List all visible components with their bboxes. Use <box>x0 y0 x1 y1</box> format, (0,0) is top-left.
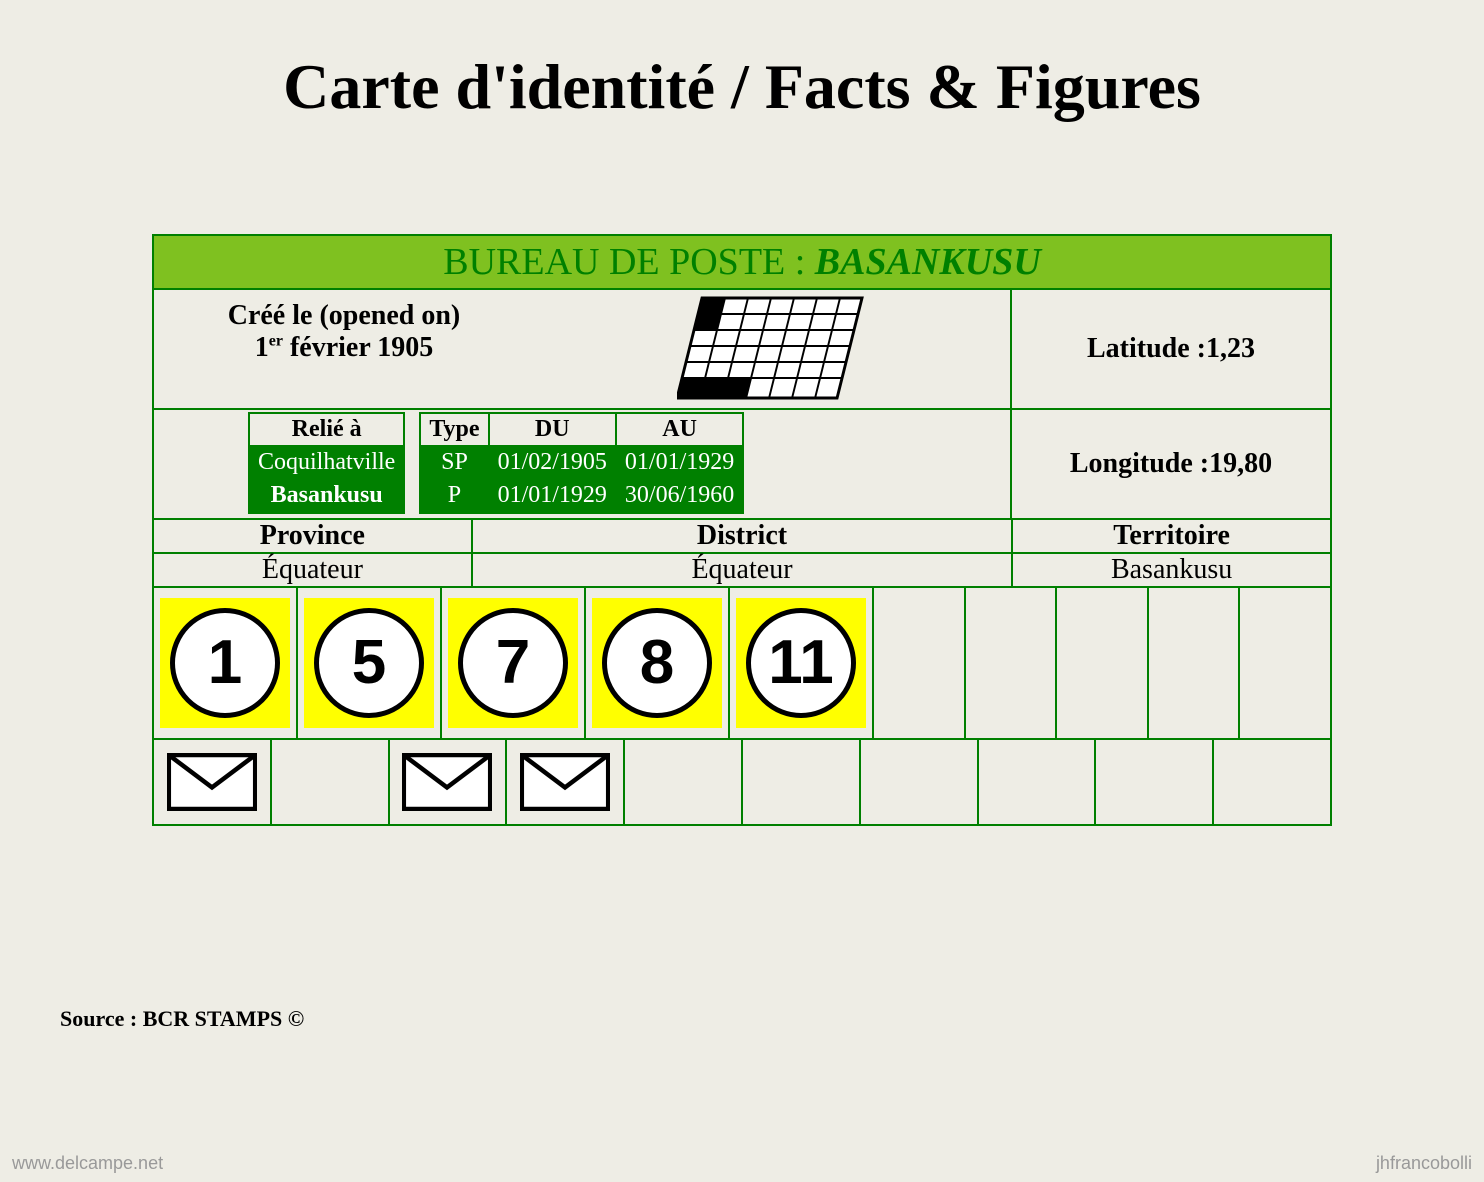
calendar-icon-cell <box>534 290 1010 408</box>
envelope-row <box>154 740 1330 824</box>
number-circle-5: 5 <box>314 608 424 718</box>
periods-0-from: 01/02/1905 <box>489 446 616 479</box>
row-linked: Relié à Coquilhatville Basankusu Type DU… <box>154 410 1330 520</box>
latitude-cell: Latitude : 1,23 <box>1010 290 1330 408</box>
row-created: Créé le (opened on) 1er février 1905 <box>154 290 1330 410</box>
circle-slot-7 <box>1057 588 1149 738</box>
facts-card: BUREAU DE POSTE : BASANKUSU Créé le (ope… <box>152 234 1332 826</box>
row-admin: Province Équateur District Équateur Terr… <box>154 520 1330 588</box>
envelope-slot-8 <box>1096 740 1214 824</box>
bureau-prefix: BUREAU DE POSTE : <box>443 241 815 283</box>
created-label: Créé le (opened on) <box>228 300 461 331</box>
created-day: 1 <box>255 332 269 363</box>
circle-slot-9 <box>1240 588 1330 738</box>
circle-slot-3: 8 <box>586 588 730 738</box>
linked-table: Relié à Coquilhatville Basankusu <box>248 412 405 514</box>
periods-1-type: P <box>420 479 488 512</box>
row2-tables: Relié à Coquilhatville Basankusu Type DU… <box>244 410 1010 518</box>
circle-slot-6 <box>966 588 1058 738</box>
envelope-slot-4 <box>625 740 743 824</box>
envelope-slot-6 <box>861 740 979 824</box>
circle-slot-5 <box>874 588 966 738</box>
bureau-name: BASANKUSU <box>815 241 1041 283</box>
circle-slot-2: 7 <box>442 588 586 738</box>
created-rest: février 1905 <box>283 332 433 363</box>
envelope-slot-9 <box>1214 740 1330 824</box>
row2-left-pad <box>154 410 244 518</box>
number-circle-11: 11 <box>746 608 856 718</box>
calendar-icon <box>677 294 867 404</box>
envelope-icon <box>402 753 492 811</box>
source-line: Source : BCR STAMPS © <box>60 1006 1484 1032</box>
footer-left: www.delcampe.net <box>12 1153 163 1174</box>
number-circle-8: 8 <box>602 608 712 718</box>
periods-1-from: 01/01/1929 <box>489 479 616 512</box>
province-cell: Province Équateur <box>154 520 473 586</box>
footer-right: jhfrancobolli <box>1376 1153 1472 1174</box>
number-circle-1: 1 <box>170 608 280 718</box>
circle-row: 1578 11 <box>154 588 1330 740</box>
longitude-label: Longitude : <box>1070 448 1209 480</box>
territoire-cell: Territoire Basankusu <box>1013 520 1330 586</box>
created-ord: er <box>269 333 283 350</box>
circle-slot-0: 1 <box>154 588 298 738</box>
envelope-slot-0 <box>154 740 272 824</box>
number-badge-5: 5 <box>304 598 434 728</box>
district-label: District <box>473 520 1011 552</box>
longitude-value: 19,80 <box>1209 448 1272 480</box>
linked-row-0: Coquilhatville <box>249 446 404 479</box>
linked-header: Relié à <box>249 413 404 446</box>
circle-slot-4: 11 <box>730 588 874 738</box>
number-circle-7: 7 <box>458 608 568 718</box>
envelope-icon <box>167 753 257 811</box>
periods-0-to: 01/01/1929 <box>616 446 743 479</box>
periods-header-type: Type <box>420 413 488 446</box>
envelope-slot-1 <box>272 740 390 824</box>
circle-slot-8 <box>1149 588 1241 738</box>
district-value: Équateur <box>473 552 1011 586</box>
number-badge-7: 7 <box>448 598 578 728</box>
number-badge-11: 11 <box>736 598 866 728</box>
envelope-slot-3 <box>507 740 625 824</box>
territoire-label: Territoire <box>1013 520 1330 552</box>
envelope-slot-5 <box>743 740 861 824</box>
number-badge-8: 8 <box>592 598 722 728</box>
periods-header-to: AU <box>616 413 743 446</box>
created-cell: Créé le (opened on) 1er février 1905 <box>154 290 534 408</box>
bureau-header: BUREAU DE POSTE : BASANKUSU <box>154 236 1330 290</box>
latitude-value: 1,23 <box>1206 333 1255 365</box>
periods-0-type: SP <box>420 446 488 479</box>
longitude-cell: Longitude : 19,80 <box>1010 410 1330 518</box>
envelope-slot-7 <box>979 740 1097 824</box>
latitude-label: Latitude : <box>1087 333 1206 365</box>
periods-1-to: 30/06/1960 <box>616 479 743 512</box>
page-title: Carte d'identité / Facts & Figures <box>0 50 1484 124</box>
linked-row-1: Basankusu <box>249 479 404 512</box>
envelope-icon <box>520 753 610 811</box>
territoire-value: Basankusu <box>1013 552 1330 586</box>
number-badge-1: 1 <box>160 598 290 728</box>
province-label: Province <box>154 520 471 552</box>
district-cell: District Équateur <box>473 520 1013 586</box>
province-value: Équateur <box>154 552 471 586</box>
periods-table: Type DU AU SP 01/02/1905 01/01/1929 P 01… <box>419 412 744 514</box>
circle-slot-1: 5 <box>298 588 442 738</box>
envelope-slot-2 <box>390 740 508 824</box>
periods-header-from: DU <box>489 413 616 446</box>
